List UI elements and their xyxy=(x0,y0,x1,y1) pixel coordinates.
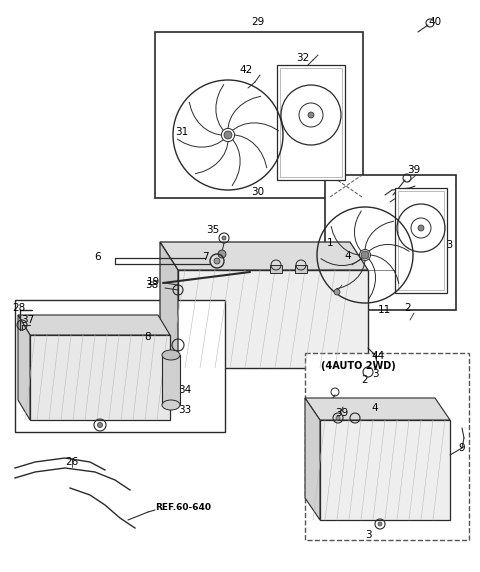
Polygon shape xyxy=(305,398,450,420)
Text: 19: 19 xyxy=(146,277,160,287)
Text: 3: 3 xyxy=(372,369,378,379)
Text: 28: 28 xyxy=(12,303,25,313)
Circle shape xyxy=(361,251,369,259)
Text: 8: 8 xyxy=(144,332,151,342)
Text: 7: 7 xyxy=(202,252,208,262)
Text: 27: 27 xyxy=(425,205,439,215)
Text: 11: 11 xyxy=(377,305,391,315)
Text: 37: 37 xyxy=(22,315,35,325)
Circle shape xyxy=(218,250,226,258)
Text: 29: 29 xyxy=(252,17,264,27)
Bar xyxy=(277,65,345,180)
Text: 33: 33 xyxy=(179,405,192,415)
Circle shape xyxy=(97,423,103,427)
Text: 4: 4 xyxy=(372,403,378,413)
Bar xyxy=(15,300,225,432)
Text: (4AUTO 2WD): (4AUTO 2WD) xyxy=(321,361,396,371)
Circle shape xyxy=(222,236,226,240)
Text: 3: 3 xyxy=(365,530,372,540)
Circle shape xyxy=(378,522,382,526)
Bar xyxy=(398,191,444,290)
Text: 42: 42 xyxy=(240,65,252,75)
Bar xyxy=(325,175,456,310)
Text: REF.60-640: REF.60-640 xyxy=(155,503,211,513)
Text: 34: 34 xyxy=(179,385,192,395)
Polygon shape xyxy=(320,420,450,520)
Bar xyxy=(270,265,282,273)
Text: 35: 35 xyxy=(206,225,220,235)
Text: 1: 1 xyxy=(327,238,333,248)
Text: 40: 40 xyxy=(429,17,442,27)
Text: 39: 39 xyxy=(408,165,420,175)
Text: 31: 31 xyxy=(175,127,189,137)
Text: 32: 32 xyxy=(296,53,310,63)
Circle shape xyxy=(308,112,314,118)
Ellipse shape xyxy=(162,350,180,360)
Bar xyxy=(155,32,363,198)
Polygon shape xyxy=(18,315,30,420)
Text: 2: 2 xyxy=(405,303,411,313)
Text: 30: 30 xyxy=(252,187,264,197)
Bar xyxy=(295,265,307,273)
Bar xyxy=(395,188,447,293)
Circle shape xyxy=(418,225,424,231)
Circle shape xyxy=(224,131,232,139)
Text: 2: 2 xyxy=(362,375,368,385)
Text: 38: 38 xyxy=(145,280,158,290)
Text: 39: 39 xyxy=(336,408,348,418)
Polygon shape xyxy=(305,398,320,520)
Circle shape xyxy=(336,416,340,420)
Polygon shape xyxy=(30,335,170,420)
Polygon shape xyxy=(160,242,178,368)
Text: 42: 42 xyxy=(425,223,439,233)
Text: 13: 13 xyxy=(440,240,454,250)
Polygon shape xyxy=(18,315,170,335)
Text: 44: 44 xyxy=(372,351,384,361)
Circle shape xyxy=(334,289,340,295)
Text: 26: 26 xyxy=(65,457,79,467)
Polygon shape xyxy=(178,270,368,368)
Bar xyxy=(305,353,469,540)
Bar xyxy=(280,68,342,177)
Text: 6: 6 xyxy=(95,252,101,262)
Circle shape xyxy=(214,258,220,264)
Polygon shape xyxy=(160,242,368,270)
Text: 9: 9 xyxy=(459,443,465,453)
Text: 4: 4 xyxy=(345,251,351,261)
Ellipse shape xyxy=(162,400,180,410)
Bar xyxy=(162,355,180,405)
